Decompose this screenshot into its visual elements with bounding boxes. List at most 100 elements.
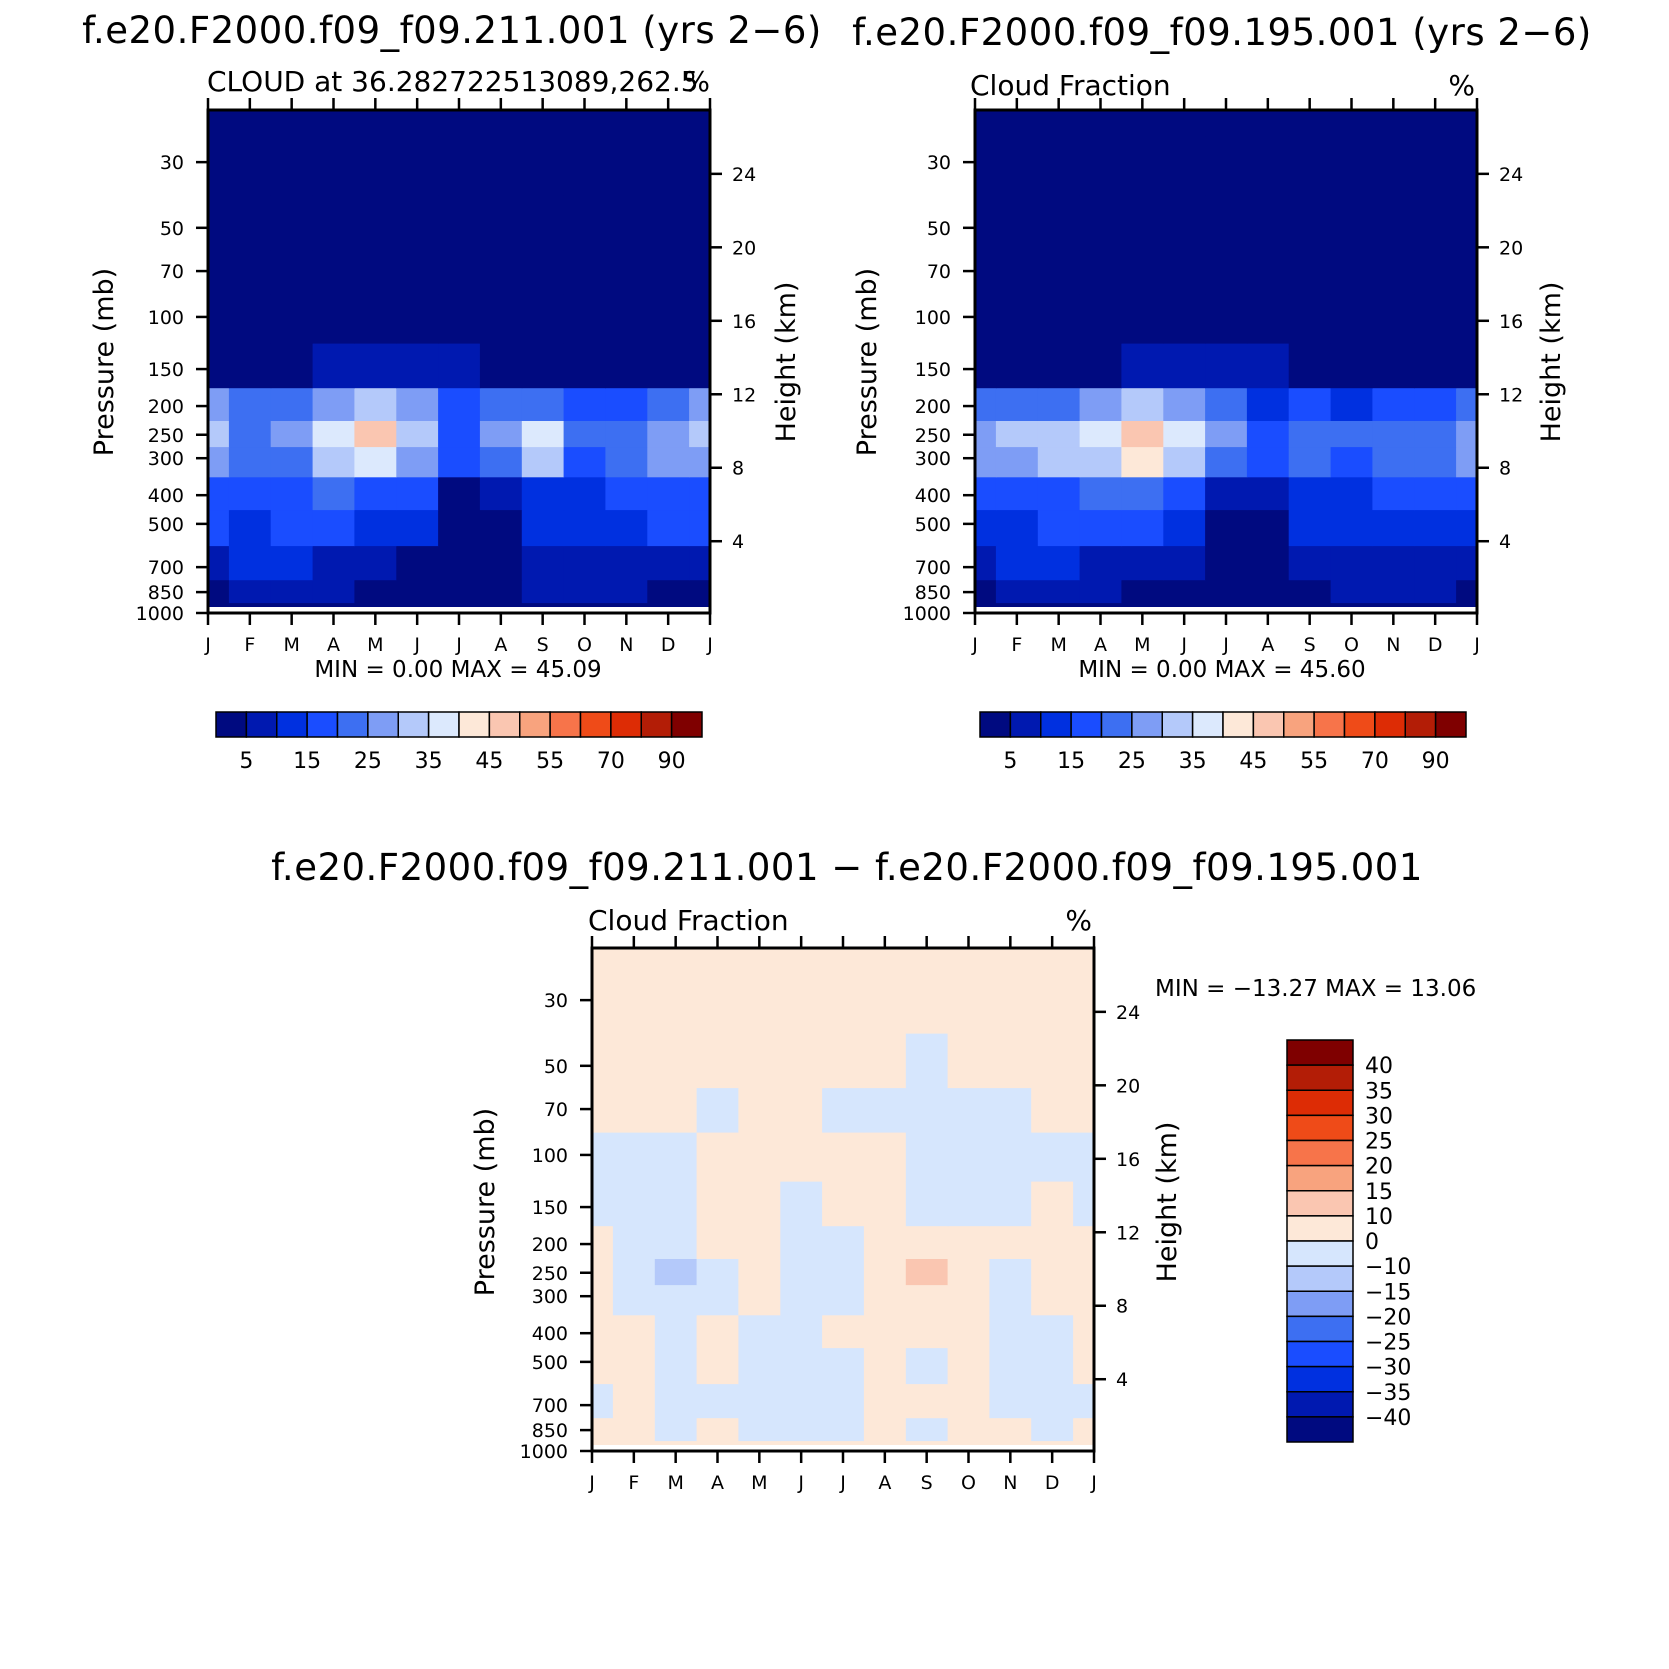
y-right-tick-label: 20 <box>1116 1075 1140 1097</box>
field-cell <box>947 948 990 975</box>
field-cell <box>1246 509 1290 547</box>
y-tick-label: 200 <box>532 1234 568 1256</box>
field-cell <box>689 195 710 251</box>
y-right-tick-label: 8 <box>732 458 744 480</box>
field-cell <box>396 249 439 295</box>
field-cell <box>863 1314 907 1349</box>
field-cell <box>354 446 397 478</box>
colorbar-label: 35 <box>1179 749 1207 774</box>
field-cell <box>208 136 230 196</box>
field-cell <box>989 1225 1032 1259</box>
field-cell <box>228 387 272 421</box>
x-tick-label: N <box>1003 1472 1017 1494</box>
field-cell <box>396 509 439 547</box>
field-cell <box>738 1181 781 1227</box>
field-cell <box>989 1132 1032 1182</box>
field-cell <box>863 1225 907 1259</box>
colorbar-swatch <box>245 711 278 738</box>
field-cell <box>905 1284 949 1316</box>
field-cell <box>228 545 272 581</box>
colorbar-label: 70 <box>1361 749 1389 774</box>
x-tick-label: J <box>1222 634 1229 656</box>
colorbar-label: 55 <box>536 749 564 774</box>
field-cell <box>995 195 1039 251</box>
field-cell <box>863 1383 907 1419</box>
field-cell <box>1163 136 1206 196</box>
field-cell <box>995 110 1039 137</box>
field-cell <box>1079 195 1122 251</box>
field-cell <box>1079 249 1122 295</box>
field-cell <box>863 1087 907 1133</box>
field-cell <box>563 110 606 137</box>
field-cell <box>605 249 648 295</box>
colorbar-label: −25 <box>1365 1331 1411 1356</box>
colorbar-label: 35 <box>415 749 443 774</box>
field-cell <box>563 294 606 344</box>
field-cell <box>780 1225 823 1259</box>
field-cell <box>863 1417 907 1442</box>
panel-2-unit-label: % <box>1448 69 1475 102</box>
field-cell <box>270 446 314 478</box>
field-cell <box>1121 110 1164 137</box>
field-cell <box>995 446 1039 478</box>
field-cell <box>905 1087 949 1133</box>
field-cell <box>612 974 656 1034</box>
field-cell <box>1456 420 1477 448</box>
x-tick-label: J <box>413 634 420 656</box>
field-cell <box>1121 249 1164 295</box>
field-cell <box>647 343 690 389</box>
colorbar-label: 15 <box>1365 1180 1393 1205</box>
field-cell <box>905 948 949 975</box>
field-cell <box>563 249 606 295</box>
field-cell <box>696 1132 739 1182</box>
colorbar-swatch <box>1191 711 1224 738</box>
y-right-tick-label: 8 <box>1116 1296 1128 1318</box>
field-cell <box>1414 195 1457 251</box>
field-cell <box>905 1417 949 1442</box>
field-cell <box>208 195 230 251</box>
field-cell <box>1031 1284 1074 1316</box>
field-cell <box>1121 343 1164 389</box>
field-cell <box>696 1417 739 1442</box>
field-cell <box>1121 136 1164 196</box>
x-tick-label: N <box>1386 634 1400 656</box>
field-cell <box>654 948 698 975</box>
field-cell <box>1163 343 1206 389</box>
colorbar-swatch <box>1343 711 1376 738</box>
field-cell <box>605 446 648 478</box>
field-cell <box>354 110 397 137</box>
field-cell <box>696 948 739 975</box>
field-cell <box>647 387 690 421</box>
field-cell <box>1414 476 1457 511</box>
field-cell <box>1330 420 1373 448</box>
field-cell <box>521 110 565 137</box>
field-cell <box>1456 294 1477 344</box>
field-cell <box>563 136 606 196</box>
field-cell <box>208 446 230 478</box>
field-cell <box>208 387 230 421</box>
field-cell <box>605 294 648 344</box>
field-cell <box>354 509 397 547</box>
field-cell <box>208 343 230 389</box>
field-cell <box>654 974 698 1034</box>
panel-2-right-axis-label: Height (km) <box>1536 282 1567 443</box>
x-tick-label: F <box>628 1472 639 1494</box>
colorbar-swatch <box>1286 1215 1354 1242</box>
field-cell <box>822 948 865 975</box>
colorbar-swatch <box>1286 1416 1354 1443</box>
y-tick-label: 250 <box>915 425 951 447</box>
x-tick-label: S <box>921 1472 933 1494</box>
field-cell <box>228 343 272 389</box>
field-cell <box>479 476 523 511</box>
field-cell <box>863 1033 907 1089</box>
field-cell <box>947 1087 990 1133</box>
y-right-tick-label: 20 <box>732 237 756 259</box>
field-cell <box>1372 294 1415 344</box>
field-cell <box>1205 545 1248 581</box>
field-cell <box>1372 136 1415 196</box>
field-cell <box>975 420 997 448</box>
field-cell <box>1372 545 1415 581</box>
field-cell <box>605 195 648 251</box>
field-cell <box>396 476 439 511</box>
colorbar-label: 90 <box>1422 749 1450 774</box>
